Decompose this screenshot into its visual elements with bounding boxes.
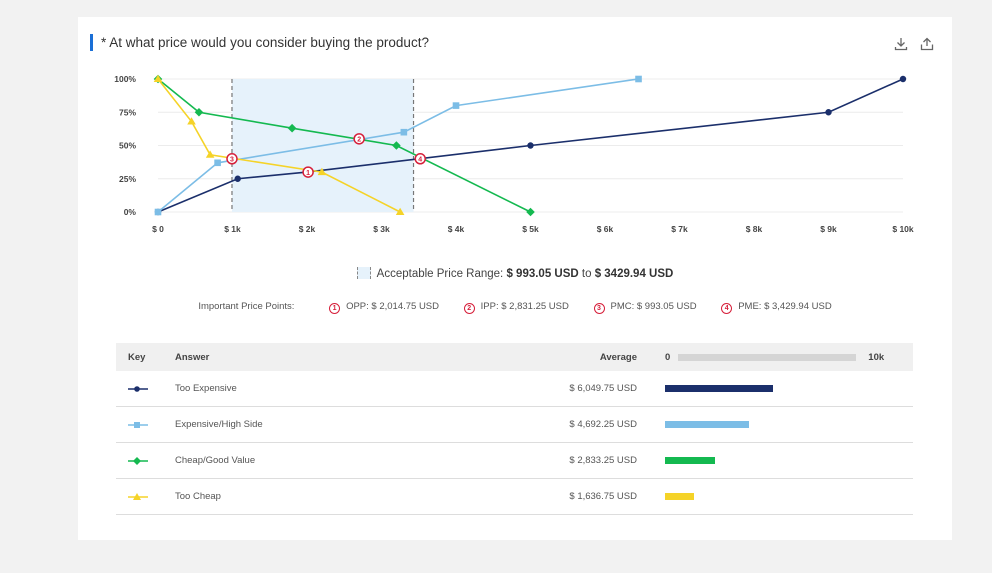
range-swatch [356, 267, 371, 279]
x-tick-label: $ 7k [671, 224, 688, 234]
average-bar [665, 421, 749, 428]
scale-max: 10k [868, 351, 885, 363]
x-tick-label: $ 6k [597, 224, 614, 234]
x-tick-label: $ 3k [373, 224, 390, 234]
x-tick-label: $ 0 [152, 224, 164, 234]
average-cell: $ 4,692.25 USD [476, 406, 645, 443]
x-tick-label: $ 8k [746, 224, 763, 234]
price-point-marker-4 [414, 153, 426, 165]
answer-cell: Too Cheap [174, 478, 476, 515]
table-header: Key Answer Average 0 10k [116, 343, 913, 371]
x-tick-label: $ 9k [820, 224, 837, 234]
header-answer: Answer [174, 343, 476, 371]
point-expensive-high-side [452, 102, 460, 109]
range-low: $ 993.05 USD [506, 268, 579, 280]
point-too-expensive [527, 142, 534, 149]
point-cheap-good-value [526, 207, 535, 217]
price-point-marker-3 [226, 153, 238, 165]
question-title: * At what price would you consider buyin… [101, 35, 429, 50]
answer-cell: Too Expensive [174, 371, 476, 407]
table-row: Too Expensive $ 6,049.75 USD [116, 371, 913, 407]
download-icon[interactable] [894, 37, 908, 51]
average-bar [665, 385, 773, 392]
share-icon[interactable] [920, 37, 934, 51]
series-key-icon [128, 385, 148, 392]
point-expensive-high-side [635, 75, 642, 83]
price-point-marker-2 [353, 133, 365, 145]
average-bar-cell [645, 406, 913, 443]
card-actions [894, 37, 934, 51]
average-bar-cell [645, 478, 913, 515]
point-too-cheap [153, 74, 163, 82]
price-point-label-1: 1 [306, 170, 310, 177]
table-row: Too Cheap $ 1,636.75 USD [116, 478, 913, 515]
table-row: Cheap/Good Value $ 2,833.25 USD [116, 442, 913, 479]
average-cell: $ 2,833.25 USD [476, 442, 645, 479]
price-points-legend: Important Price Points: 1 OPP: $ 2,014.75… [78, 301, 952, 314]
question-card: * At what price would you consider buyin… [78, 17, 952, 540]
range-to: to [578, 268, 595, 280]
price-points-title: Important Price Points: [198, 301, 295, 312]
scale-track [678, 353, 857, 361]
point-too-expensive [234, 175, 241, 182]
y-tick-label: 0% [124, 207, 137, 217]
point-too-expensive [825, 109, 832, 116]
point-expensive-high-side [214, 159, 221, 167]
acceptable-range-legend: Acceptable Price Range: $ 993.05 USD to … [78, 267, 952, 280]
x-tick-label: $ 4k [448, 224, 465, 234]
y-tick-label: 75% [119, 107, 136, 117]
price-point-ipp: 2 IPP: $ 2,831.25 USD [463, 301, 569, 314]
point-too-cheap [317, 167, 327, 176]
price-point-label-3: 3 [230, 157, 234, 164]
point-expensive-high-side [400, 128, 408, 136]
average-bar [665, 457, 715, 464]
header-average: Average [476, 343, 645, 371]
average-cell: $ 1,636.75 USD [476, 478, 645, 515]
y-tick-label: 50% [119, 141, 136, 151]
answer-cell: Cheap/Good Value [174, 442, 476, 479]
title-accent [90, 34, 93, 51]
average-cell: $ 6,049.75 USD [476, 371, 645, 407]
y-tick-label: 100% [114, 74, 136, 84]
point-too-cheap [187, 117, 196, 125]
range-label: Acceptable Price Range: [376, 268, 507, 280]
answer-cell: Expensive/High Side [174, 406, 476, 443]
point-too-cheap [395, 207, 405, 215]
answers-table: Key Answer Average 0 10k Too Expensive $ … [116, 343, 913, 515]
scale-min: 0 [665, 351, 671, 363]
price-point-pme: 4 PME: $ 3,429.94 USD [721, 301, 832, 314]
key-cell [116, 478, 174, 515]
price-point-pmc: 3 PMC: $ 993.05 USD [593, 301, 697, 314]
series-key-icon [128, 421, 148, 428]
average-bar-cell [645, 371, 913, 407]
x-tick-label: $ 1k [224, 224, 241, 234]
header-scale: 0 10k [645, 343, 913, 371]
price-point-marker-1 [302, 166, 314, 178]
y-tick-label: 25% [119, 174, 136, 184]
point-cheap-good-value [392, 141, 401, 150]
price-point-label-4: 4 [418, 157, 422, 164]
average-bar [665, 493, 694, 500]
point-expensive-high-side [154, 208, 162, 216]
key-cell [116, 406, 174, 443]
series-key-icon [128, 456, 148, 465]
point-too-cheap [205, 150, 215, 158]
price-point-label-2: 2 [357, 137, 361, 144]
price-sensitivity-chart: 0% 25% 50% 75% 100% $ 0 $ 1k $ 2k $ 3k $ 4k $ 5k $ … [114, 74, 914, 234]
x-tick-label: $ 2k [299, 224, 316, 234]
key-cell [116, 442, 174, 479]
x-tick-label: $ 5k [522, 224, 539, 234]
price-point-opp: 1 OPP: $ 2,014.75 USD [329, 301, 439, 314]
average-bar-cell [645, 442, 913, 479]
header-key: Key [116, 343, 174, 371]
point-too-expensive [899, 75, 907, 83]
table-row: Expensive/High Side $ 4,692.25 USD [116, 406, 913, 443]
x-tick-label: $ 10k [892, 224, 914, 234]
range-high: $ 3429.94 USD [594, 268, 674, 280]
point-cheap-good-value [287, 123, 297, 133]
key-cell [116, 371, 174, 407]
point-cheap-good-value [194, 107, 204, 117]
series-key-icon [128, 492, 148, 500]
